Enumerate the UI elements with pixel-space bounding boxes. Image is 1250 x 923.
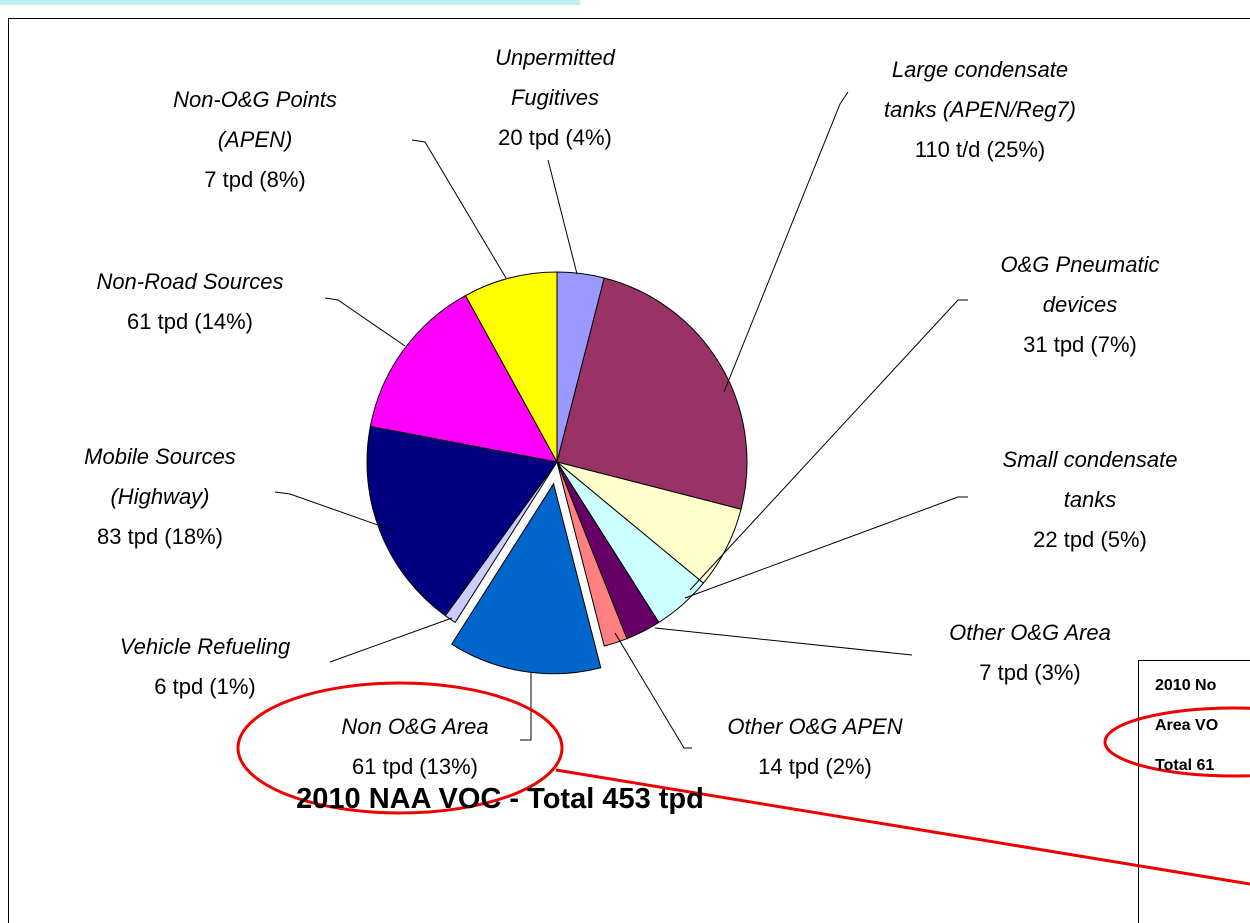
pie-slice — [369, 294, 558, 463]
category-label: Mobile Sources (Highway) — [84, 444, 236, 509]
leader-line — [329, 617, 453, 663]
category-label: Non-O&G Points (APEN) — [173, 87, 337, 152]
value-label: 22 tpd (5%) — [1033, 527, 1147, 552]
leader-line — [654, 627, 913, 656]
value-label: 31 tpd (7%) — [1023, 332, 1137, 357]
chart-border — [8, 18, 1250, 923]
leader-line — [689, 299, 968, 591]
pie-slice — [556, 461, 628, 647]
top-strip — [0, 0, 580, 5]
slice-label: Non-O&G Points (APEN) 7 tpd (8%) — [165, 80, 345, 200]
inset-text: 2010 No — [1155, 677, 1217, 694]
highlight-ellipse — [236, 681, 564, 815]
category-label: Large condensate tanks (APEN/Reg7) — [884, 57, 1076, 122]
inset-text: Total 61 — [1155, 757, 1215, 774]
category-label: Small condensate tanks — [1002, 447, 1178, 512]
slice-label: Large condensate tanks (APEN/Reg7) 110 t/… — [880, 50, 1080, 170]
leader-line — [684, 496, 968, 599]
leader-line — [520, 672, 532, 741]
value-label: 61 tpd (14%) — [127, 309, 253, 334]
value-label: 7 tpd (3%) — [979, 660, 1081, 685]
leader-line — [324, 297, 406, 347]
value-label: 61 tpd (13%) — [352, 754, 478, 779]
slice-label: Small condensate tanks 22 tpd (5%) — [990, 440, 1190, 560]
category-label: Other O&G APEN — [727, 714, 903, 739]
category-label: Vehicle Refueling — [119, 634, 291, 659]
slice-label: Non O&G Area 61 tpd (13%) — [265, 707, 565, 787]
pie-slice — [451, 482, 602, 675]
chart-title: 2010 NAA VOC - Total 453 tpd — [296, 783, 704, 815]
inset-box — [1138, 660, 1250, 923]
category-label: Non O&G Area — [341, 714, 489, 739]
pie-slice — [556, 277, 748, 510]
category-label: O&G Pneumatic devices — [1000, 252, 1160, 317]
value-label: 14 tpd (2%) — [758, 754, 872, 779]
value-label: 110 t/d (25%) — [914, 137, 1046, 162]
slice-label: Vehicle Refueling 6 tpd (1%) — [55, 627, 355, 707]
leader-line — [614, 632, 692, 749]
value-label: 20 tpd (4%) — [498, 125, 612, 150]
leader-line — [723, 91, 849, 393]
value-label: 83 tpd (18%) — [97, 524, 223, 549]
value-label: 7 tpd (8%) — [204, 167, 306, 192]
category-label: Unpermitted Fugitives — [495, 45, 615, 110]
leader-line — [274, 491, 393, 531]
slice-label: Unpermitted Fugitives 20 tpd (4%) — [465, 38, 645, 158]
connector-line — [555, 768, 1250, 886]
highlight-ellipse — [1103, 706, 1250, 778]
pie-slice — [366, 425, 558, 617]
slice-label: O&G Pneumatic devices 31 tpd (7%) — [980, 245, 1180, 365]
category-label: Non-Road Sources — [96, 269, 284, 294]
slice-label: Mobile Sources (Highway) 83 tpd (18%) — [55, 437, 265, 557]
value-label: 6 tpd (1%) — [154, 674, 256, 699]
slice-label: Non-Road Sources 61 tpd (14%) — [40, 262, 340, 342]
pie — [366, 271, 748, 675]
slice-label: Other O&G APEN 14 tpd (2%) — [665, 707, 965, 787]
leaders — [274, 91, 968, 749]
slice-label: Other O&G Area 7 tpd (3%) — [880, 613, 1180, 693]
pie-slice — [464, 271, 558, 463]
leader-line — [547, 159, 578, 275]
category-label: Other O&G Area — [949, 620, 1111, 645]
leader-line — [411, 139, 507, 279]
inset-text: Area VO — [1155, 717, 1219, 734]
